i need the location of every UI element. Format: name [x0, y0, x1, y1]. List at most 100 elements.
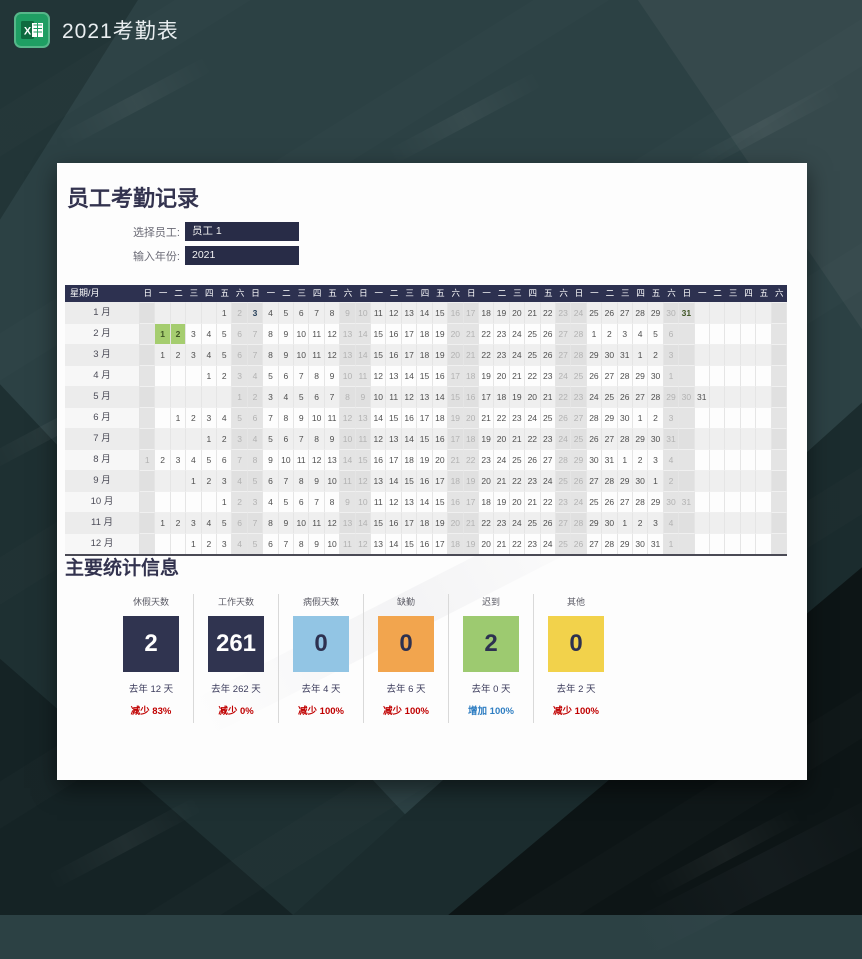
day-cell[interactable]: 25	[509, 449, 526, 470]
day-cell[interactable]: 19	[417, 449, 433, 470]
day-cell[interactable]: 30	[679, 386, 695, 407]
day-cell[interactable]: 23	[540, 365, 556, 386]
day-cell[interactable]: 3	[247, 491, 264, 512]
day-cell[interactable]: 23	[555, 302, 572, 323]
day-cell[interactable]: 10	[309, 407, 325, 428]
day-cell[interactable]: 17	[478, 386, 495, 407]
day-cell[interactable]: 30	[602, 344, 618, 365]
day-cell[interactable]: 1	[140, 449, 156, 470]
day-cell[interactable]: 23	[509, 407, 526, 428]
day-cell[interactable]: 28	[571, 323, 587, 344]
day-cell[interactable]: 15	[401, 470, 418, 491]
day-cell[interactable]: 18	[417, 344, 433, 365]
day-cell[interactable]: 20	[509, 491, 526, 512]
day-cell[interactable]: 28	[602, 533, 618, 554]
day-cell[interactable]: 29	[586, 344, 603, 365]
day-cell[interactable]: 22	[478, 323, 495, 344]
day-cell[interactable]: 19	[494, 491, 510, 512]
day-cell[interactable]: 17	[432, 470, 449, 491]
day-cell[interactable]: 1	[232, 386, 248, 407]
day-cell[interactable]: 26	[525, 449, 541, 470]
day-cell[interactable]: 6	[309, 386, 325, 407]
day-cell[interactable]: 10	[324, 533, 341, 554]
day-cell[interactable]: 23	[494, 344, 510, 365]
day-cell[interactable]: 29	[617, 470, 633, 491]
day-cell[interactable]: 16	[448, 491, 464, 512]
day-cell[interactable]: 4	[632, 323, 649, 344]
day-cell[interactable]: 19	[432, 344, 449, 365]
day-cell[interactable]: 27	[555, 344, 572, 365]
day-cell[interactable]: 26	[540, 323, 556, 344]
day-cell[interactable]: 1	[170, 407, 187, 428]
day-cell[interactable]: 22	[525, 428, 541, 449]
day-cell[interactable]: 17	[417, 407, 433, 428]
day-cell[interactable]: 19	[494, 302, 510, 323]
day-cell[interactable]: 19	[478, 365, 495, 386]
day-cell[interactable]: 3	[217, 470, 233, 491]
day-cell[interactable]: 2	[170, 512, 187, 533]
day-cell[interactable]: 2	[217, 428, 233, 449]
day-cell[interactable]: 24	[571, 302, 587, 323]
day-cell[interactable]: 3	[186, 512, 202, 533]
day-cell[interactable]: 30	[663, 302, 680, 323]
day-cell[interactable]: 10	[340, 365, 356, 386]
day-cell[interactable]: 9	[324, 428, 341, 449]
day-cell[interactable]: 28	[617, 428, 633, 449]
day-cell[interactable]: 21	[494, 533, 510, 554]
day-cell[interactable]: 24	[509, 512, 526, 533]
day-cell[interactable]: 17	[401, 323, 418, 344]
day-cell[interactable]: 1	[201, 428, 218, 449]
day-cell[interactable]: 24	[494, 449, 510, 470]
day-cell[interactable]: 9	[278, 323, 295, 344]
day-cell[interactable]: 7	[294, 365, 310, 386]
day-cell[interactable]: 4	[232, 533, 248, 554]
day-cell[interactable]: 7	[278, 470, 295, 491]
day-cell[interactable]: 24	[586, 386, 603, 407]
day-cell[interactable]: 23	[494, 323, 510, 344]
day-cell[interactable]: 24	[509, 323, 526, 344]
day-cell[interactable]: 3	[186, 323, 202, 344]
day-cell[interactable]: 6	[263, 470, 279, 491]
day-cell[interactable]: 31	[648, 533, 664, 554]
day-cell[interactable]: 20	[463, 407, 479, 428]
day-cell[interactable]: 9	[324, 365, 341, 386]
day-cell[interactable]: 2	[232, 491, 248, 512]
day-cell[interactable]: 17	[401, 344, 418, 365]
day-cell[interactable]: 13	[324, 449, 341, 470]
day-cell[interactable]: 11	[340, 533, 356, 554]
day-cell[interactable]: 10	[294, 512, 310, 533]
day-cell[interactable]: 5	[278, 302, 295, 323]
day-cell[interactable]: 8	[263, 323, 279, 344]
day-cell[interactable]: 21	[525, 491, 541, 512]
day-cell[interactable]: 8	[324, 302, 341, 323]
day-cell[interactable]: 21	[494, 470, 510, 491]
day-cell[interactable]: 20	[494, 365, 510, 386]
day-cell[interactable]: 16	[463, 386, 479, 407]
day-cell[interactable]: 20	[478, 470, 495, 491]
day-cell[interactable]: 2	[632, 449, 649, 470]
day-cell[interactable]: 16	[386, 344, 402, 365]
day-cell[interactable]: 20	[525, 386, 541, 407]
day-cell[interactable]: 6	[294, 302, 310, 323]
day-cell[interactable]: 17	[432, 533, 449, 554]
day-cell[interactable]: 11	[386, 386, 402, 407]
day-cell[interactable]: 31	[679, 302, 695, 323]
day-cell[interactable]: 14	[401, 365, 418, 386]
day-cell[interactable]: 13	[417, 386, 433, 407]
day-cell[interactable]: 30	[648, 428, 664, 449]
day-cell[interactable]: 24	[509, 344, 526, 365]
day-cell[interactable]: 12	[324, 344, 341, 365]
day-cell[interactable]: 1	[663, 365, 680, 386]
day-cell[interactable]: 19	[478, 428, 495, 449]
day-cell[interactable]: 30	[602, 512, 618, 533]
day-cell[interactable]: 15	[432, 491, 449, 512]
day-cell[interactable]: 4	[663, 512, 680, 533]
day-cell[interactable]: 10	[294, 323, 310, 344]
day-cell[interactable]: 9	[278, 512, 295, 533]
day-cell[interactable]: 1	[617, 512, 633, 533]
day-cell[interactable]: 28	[571, 512, 587, 533]
day-cell[interactable]: 23	[494, 512, 510, 533]
day-cell[interactable]: 9	[278, 344, 295, 365]
day-cell[interactable]: 19	[463, 470, 479, 491]
day-cell[interactable]: 1	[201, 365, 218, 386]
